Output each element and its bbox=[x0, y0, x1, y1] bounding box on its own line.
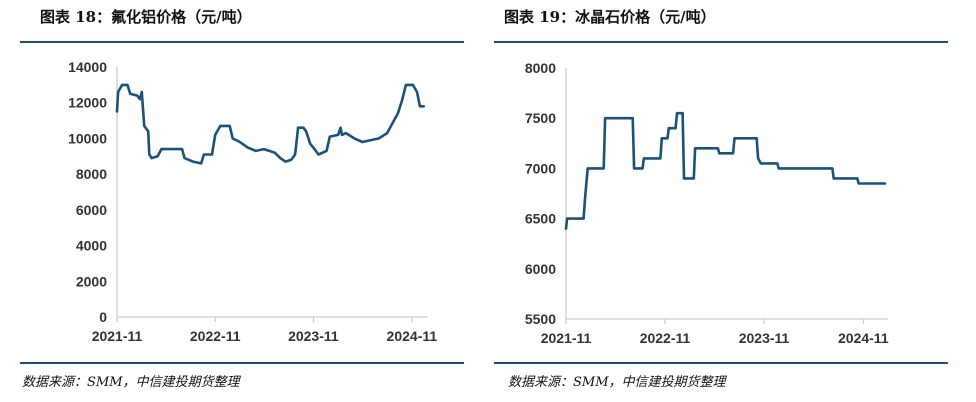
chart-panel-right: 图表 19：冰晶石价格（元/吨） 5500 6000 6500 7000 7500 800… bbox=[486, 0, 948, 402]
bottom-rule-left bbox=[20, 362, 464, 364]
series-line bbox=[564, 111, 887, 230]
y-tick-label: 10000 bbox=[68, 130, 107, 146]
y-tick-label: 0 bbox=[99, 309, 107, 325]
title-rule-right bbox=[494, 41, 948, 43]
y-tick-label: 8000 bbox=[76, 166, 107, 182]
chart-title-right: 图表 19：冰晶石价格（元/吨） bbox=[504, 8, 716, 26]
x-tick-label: 2022-11 bbox=[190, 328, 241, 344]
series-line bbox=[115, 83, 425, 165]
y-tick-label: 6000 bbox=[525, 261, 556, 277]
y-tick-label: 14000 bbox=[68, 59, 107, 75]
x-tick-label: 2021-11 bbox=[541, 330, 592, 346]
x-tick-label: 2021-11 bbox=[92, 328, 143, 344]
y-tick-label: 4000 bbox=[76, 238, 107, 254]
x-tick-label: 2022-11 bbox=[640, 330, 691, 346]
bottom-rule-right bbox=[494, 362, 948, 364]
y-tick-label: 7000 bbox=[525, 160, 556, 176]
chart-title-left: 图表 18：氟化铝价格（元/吨） bbox=[40, 8, 252, 26]
chart-source-right: 数据来源：SMM，中信建投期货整理 bbox=[508, 375, 726, 390]
chart-panel-left: 图表 18：氟化铝价格（元/吨） 0 2000 4000 6000 8000 10000 1… bbox=[0, 0, 464, 402]
y-tick-label: 8000 bbox=[525, 60, 556, 76]
chart-aluminum-fluoride: 0 2000 4000 6000 8000 10000 12000 14000 2021-11 2… bbox=[68, 59, 438, 344]
y-tick-label: 5500 bbox=[525, 311, 556, 327]
title-rule-left bbox=[20, 41, 464, 43]
y-tick-label: 7500 bbox=[525, 110, 556, 126]
chart-cryolite: 5500 6000 6500 7000 7500 8000 2021-11 2022-11 20… bbox=[525, 60, 889, 346]
y-tick-label: 6000 bbox=[76, 202, 107, 218]
y-tick-label: 2000 bbox=[76, 273, 107, 289]
x-tick-label: 2023-11 bbox=[739, 330, 790, 346]
x-tick-label: 2023-11 bbox=[288, 328, 339, 344]
y-tick-label: 6500 bbox=[525, 211, 556, 227]
y-tick-label: 12000 bbox=[68, 95, 107, 111]
x-tick-label: 2024-11 bbox=[838, 330, 889, 346]
chart-source-left: 数据来源：SMM，中信建投期货整理 bbox=[22, 375, 240, 390]
x-tick-label: 2024-11 bbox=[387, 328, 438, 344]
